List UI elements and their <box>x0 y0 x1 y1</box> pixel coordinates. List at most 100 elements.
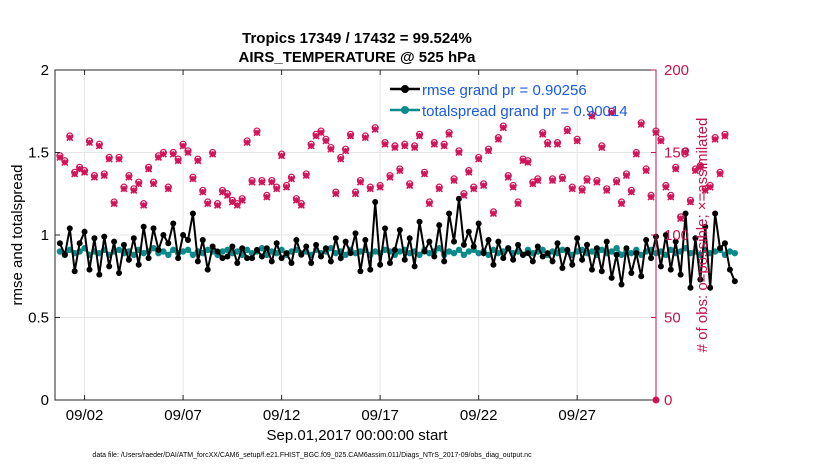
spread-point <box>170 246 177 254</box>
obs-assimilated-point <box>213 201 222 209</box>
rmse-point <box>633 250 640 257</box>
obs-assimilated-point <box>647 193 655 201</box>
rmse-line <box>58 198 736 288</box>
left-y-axis: 0 0.5 1 1.5 2 <box>28 62 60 409</box>
rmse-point <box>554 240 561 247</box>
rmse-point <box>229 243 236 250</box>
obs-assimilated-point <box>499 124 507 132</box>
obs-assimilated-point <box>105 155 113 163</box>
rmse-point <box>485 236 492 243</box>
rmse-point <box>175 255 182 262</box>
obs-assimilated-point <box>110 200 118 208</box>
rmse-point <box>327 258 334 265</box>
right-y-tick-label: 50 <box>664 310 681 327</box>
rmse-point <box>116 269 123 276</box>
right-y-tick-label: 100 <box>664 227 689 244</box>
rmse-point <box>263 245 270 252</box>
rmse-point <box>598 268 605 275</box>
rmse-point <box>529 258 536 265</box>
obs-assimilated-point <box>317 129 325 137</box>
rmse-point <box>416 218 423 225</box>
obs-assimilated-point <box>573 137 581 145</box>
rmse-point <box>421 248 428 255</box>
rmse-point <box>76 240 83 247</box>
spread-point <box>598 246 606 254</box>
y-tick-label: 0 <box>41 392 49 409</box>
obs-assimilated-point <box>351 190 360 198</box>
rmse-point <box>234 260 241 267</box>
rmse-point <box>125 256 132 263</box>
obs-assimilated-point <box>706 183 714 191</box>
rmse-point <box>534 243 541 250</box>
rmse-point <box>692 235 699 242</box>
rmse-point <box>559 265 566 271</box>
rmse-point <box>337 255 344 262</box>
obs-assimilated-point <box>140 201 148 209</box>
obs-assimilated-point <box>489 209 498 218</box>
right-y-axis: 0 50 100 150 200 <box>651 62 689 409</box>
obs-assimilated-point <box>411 143 419 152</box>
obs-assimilated-point <box>312 132 320 140</box>
rmse-point <box>185 236 192 243</box>
rmse-point <box>564 246 571 253</box>
spread-point <box>56 248 64 255</box>
rmse-point <box>160 232 167 238</box>
rmse-point <box>342 238 349 245</box>
spread-point <box>426 249 433 257</box>
obs-assimilated-point <box>145 165 153 173</box>
obs-assimilated-point <box>401 142 409 150</box>
obs-assimilated-point <box>622 172 631 180</box>
obs-assimilated-point <box>480 181 488 190</box>
rmse-point <box>120 241 127 248</box>
rmse-point <box>608 274 615 281</box>
spread-point <box>258 245 266 252</box>
x-tick-label: 09/22 <box>460 407 498 424</box>
obs-assimilated-point <box>681 148 690 157</box>
rmse-point <box>199 236 206 243</box>
obs-assimilated-point <box>544 140 552 148</box>
x-axis-label: Sep.01,2017 00:00:00 start <box>267 427 449 444</box>
legend-rmse-marker <box>401 85 409 93</box>
rmse-point <box>495 238 502 245</box>
rmse-point <box>106 263 113 270</box>
obs-assimilated-point <box>135 180 143 188</box>
spread-point <box>204 246 211 254</box>
spread-point <box>372 248 379 255</box>
obs-assimilated-point <box>85 139 94 147</box>
rmse-point <box>362 236 369 243</box>
rmse-point <box>322 245 329 252</box>
rmse-point <box>515 241 522 248</box>
obs-assimilated-point <box>445 130 453 138</box>
rmse-point <box>460 241 467 248</box>
obs-assimilated-point <box>199 188 207 196</box>
rmse-point <box>377 261 384 268</box>
rmse-point <box>219 255 226 262</box>
spread-point <box>381 246 389 254</box>
obs-assimilated-point <box>90 173 98 181</box>
rmse-point <box>66 225 73 232</box>
obs-series <box>56 107 729 404</box>
obs-assimilated-point <box>711 135 719 143</box>
rmse-point <box>603 238 610 245</box>
obs-assimilated-point <box>608 109 616 117</box>
obs-assimilated-point <box>332 190 340 198</box>
rmse-point <box>500 255 507 262</box>
rmse-point <box>544 250 551 257</box>
rmse-point <box>697 276 704 283</box>
rmse-point <box>524 250 531 257</box>
rmse-point <box>574 235 581 242</box>
x-tick-label: 09/17 <box>361 407 399 424</box>
obs-assimilated-point <box>253 129 261 137</box>
spread-point <box>460 251 468 258</box>
obs-assimilated-point <box>662 183 670 191</box>
rmse-point <box>332 235 339 242</box>
obs-assimilated-point <box>80 168 89 176</box>
rmse-point <box>318 253 325 260</box>
obs-assimilated-point <box>484 147 493 155</box>
obs-assimilated-point <box>406 181 414 190</box>
obs-assimilated-point <box>125 173 133 181</box>
obs-assimilated-point <box>347 132 355 140</box>
obs-assimilated-point <box>701 186 709 195</box>
rmse-point <box>140 223 147 230</box>
